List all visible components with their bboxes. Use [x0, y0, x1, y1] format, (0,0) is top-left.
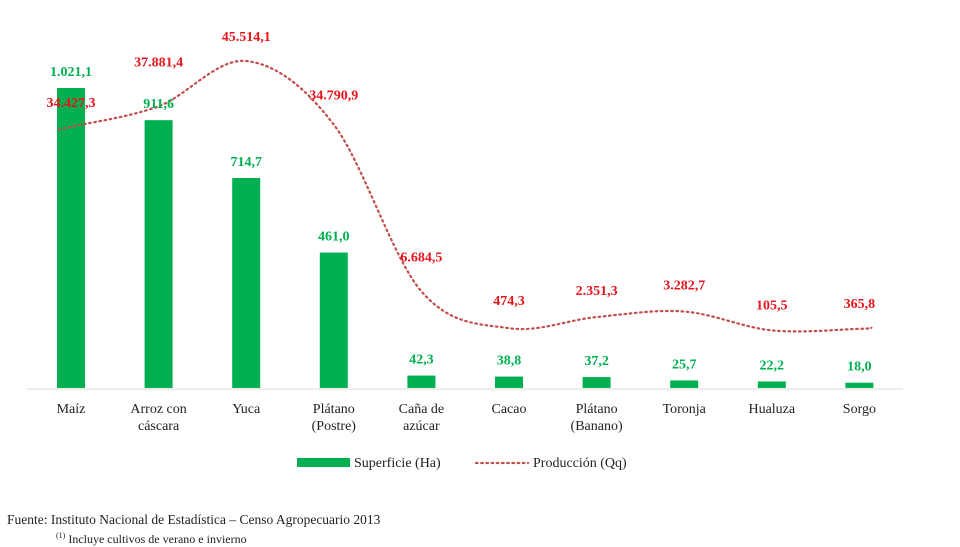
x-tick-label-3: Plátano (Postre) — [312, 402, 357, 434]
x-tick-labels-group: Maíz Arroz con cáscara Yuca Plátano (Postre) C… — [57, 402, 876, 434]
bar-label-2: 714,7 — [230, 155, 262, 170]
bar-label-0: 1.021,1 — [50, 65, 92, 80]
x-tick-label-6: Plátano (Banano) — [571, 402, 623, 434]
line-label-3: 34.790,9 — [309, 89, 358, 104]
line-label-4: 6.684,5 — [400, 250, 442, 265]
line-label-9: 365,8 — [844, 297, 876, 312]
bar-label-4: 42,3 — [409, 353, 434, 368]
footnote-text: Incluye cultivos de verano e invierno — [65, 532, 247, 546]
bar-labels-group: 1.021,1 911,6 714,7 461,0 42,3 38,8 37,2 25,7 22… — [50, 65, 872, 375]
x-tick-label-0: Maíz — [57, 402, 86, 417]
bar-3 — [319, 252, 348, 388]
production-line — [57, 59, 873, 333]
bar-label-9: 18,0 — [847, 360, 872, 375]
x-tick-label-8: Hualuza — [748, 402, 795, 417]
x-tick-label-1: Arroz con cáscara — [130, 402, 186, 434]
bar-label-5: 38,8 — [497, 354, 522, 369]
x-tick-label-5: Cacao — [492, 402, 527, 417]
chart: 1.021,1 911,6 714,7 461,0 42,3 38,8 37,2 25,7 22… — [27, 30, 903, 471]
x-tick-label-4: Caña de azúcar — [399, 402, 444, 434]
bar-label-1: 911,6 — [143, 97, 174, 112]
bar-8 — [757, 381, 786, 388]
footnote-mark: (1) — [56, 531, 66, 540]
bar-label-7: 25,7 — [672, 357, 697, 372]
footnote: (1) Incluye cultivos de verano e inviern… — [56, 531, 247, 547]
x-tick-label-2: Yuca — [232, 402, 261, 417]
legend-line-label: Producción (Qq) — [533, 456, 627, 471]
x-tick-label-7: Toronja — [663, 402, 707, 417]
line-label-6: 2.351,3 — [576, 284, 618, 299]
legend: Superficie (Ha) Producción (Qq) — [297, 456, 627, 471]
line-labels-group: 34.427,3 37.881,4 45.514,1 34.790,9 6.684,5 4… — [47, 30, 876, 313]
bar-0 — [57, 88, 85, 388]
bar-7 — [670, 380, 699, 388]
legend-bar-label: Superficie (Ha) — [354, 456, 441, 471]
bar-1 — [144, 120, 173, 388]
bar-4 — [407, 375, 436, 388]
line-label-7: 3.282,7 — [663, 279, 705, 294]
bar-label-3: 461,0 — [318, 230, 350, 245]
bars-group — [57, 88, 874, 388]
bar-2 — [232, 178, 261, 388]
bar-label-6: 37,2 — [584, 354, 609, 369]
bar-5 — [495, 376, 523, 388]
line-label-5: 474,3 — [493, 294, 525, 309]
line-label-8: 105,5 — [756, 298, 788, 313]
bar-label-8: 22,2 — [760, 358, 785, 373]
line-label-2: 45.514,1 — [222, 30, 271, 45]
line-label-0: 34.427,3 — [47, 96, 96, 111]
source-note: Fuente: Instituto Nacional de Estadístic… — [7, 512, 381, 527]
x-tick-label-9: Sorgo — [843, 402, 876, 417]
bar-9 — [845, 382, 874, 388]
legend-bar-swatch — [297, 458, 350, 467]
bar-6 — [582, 377, 611, 388]
line-label-1: 37.881,4 — [134, 55, 183, 70]
